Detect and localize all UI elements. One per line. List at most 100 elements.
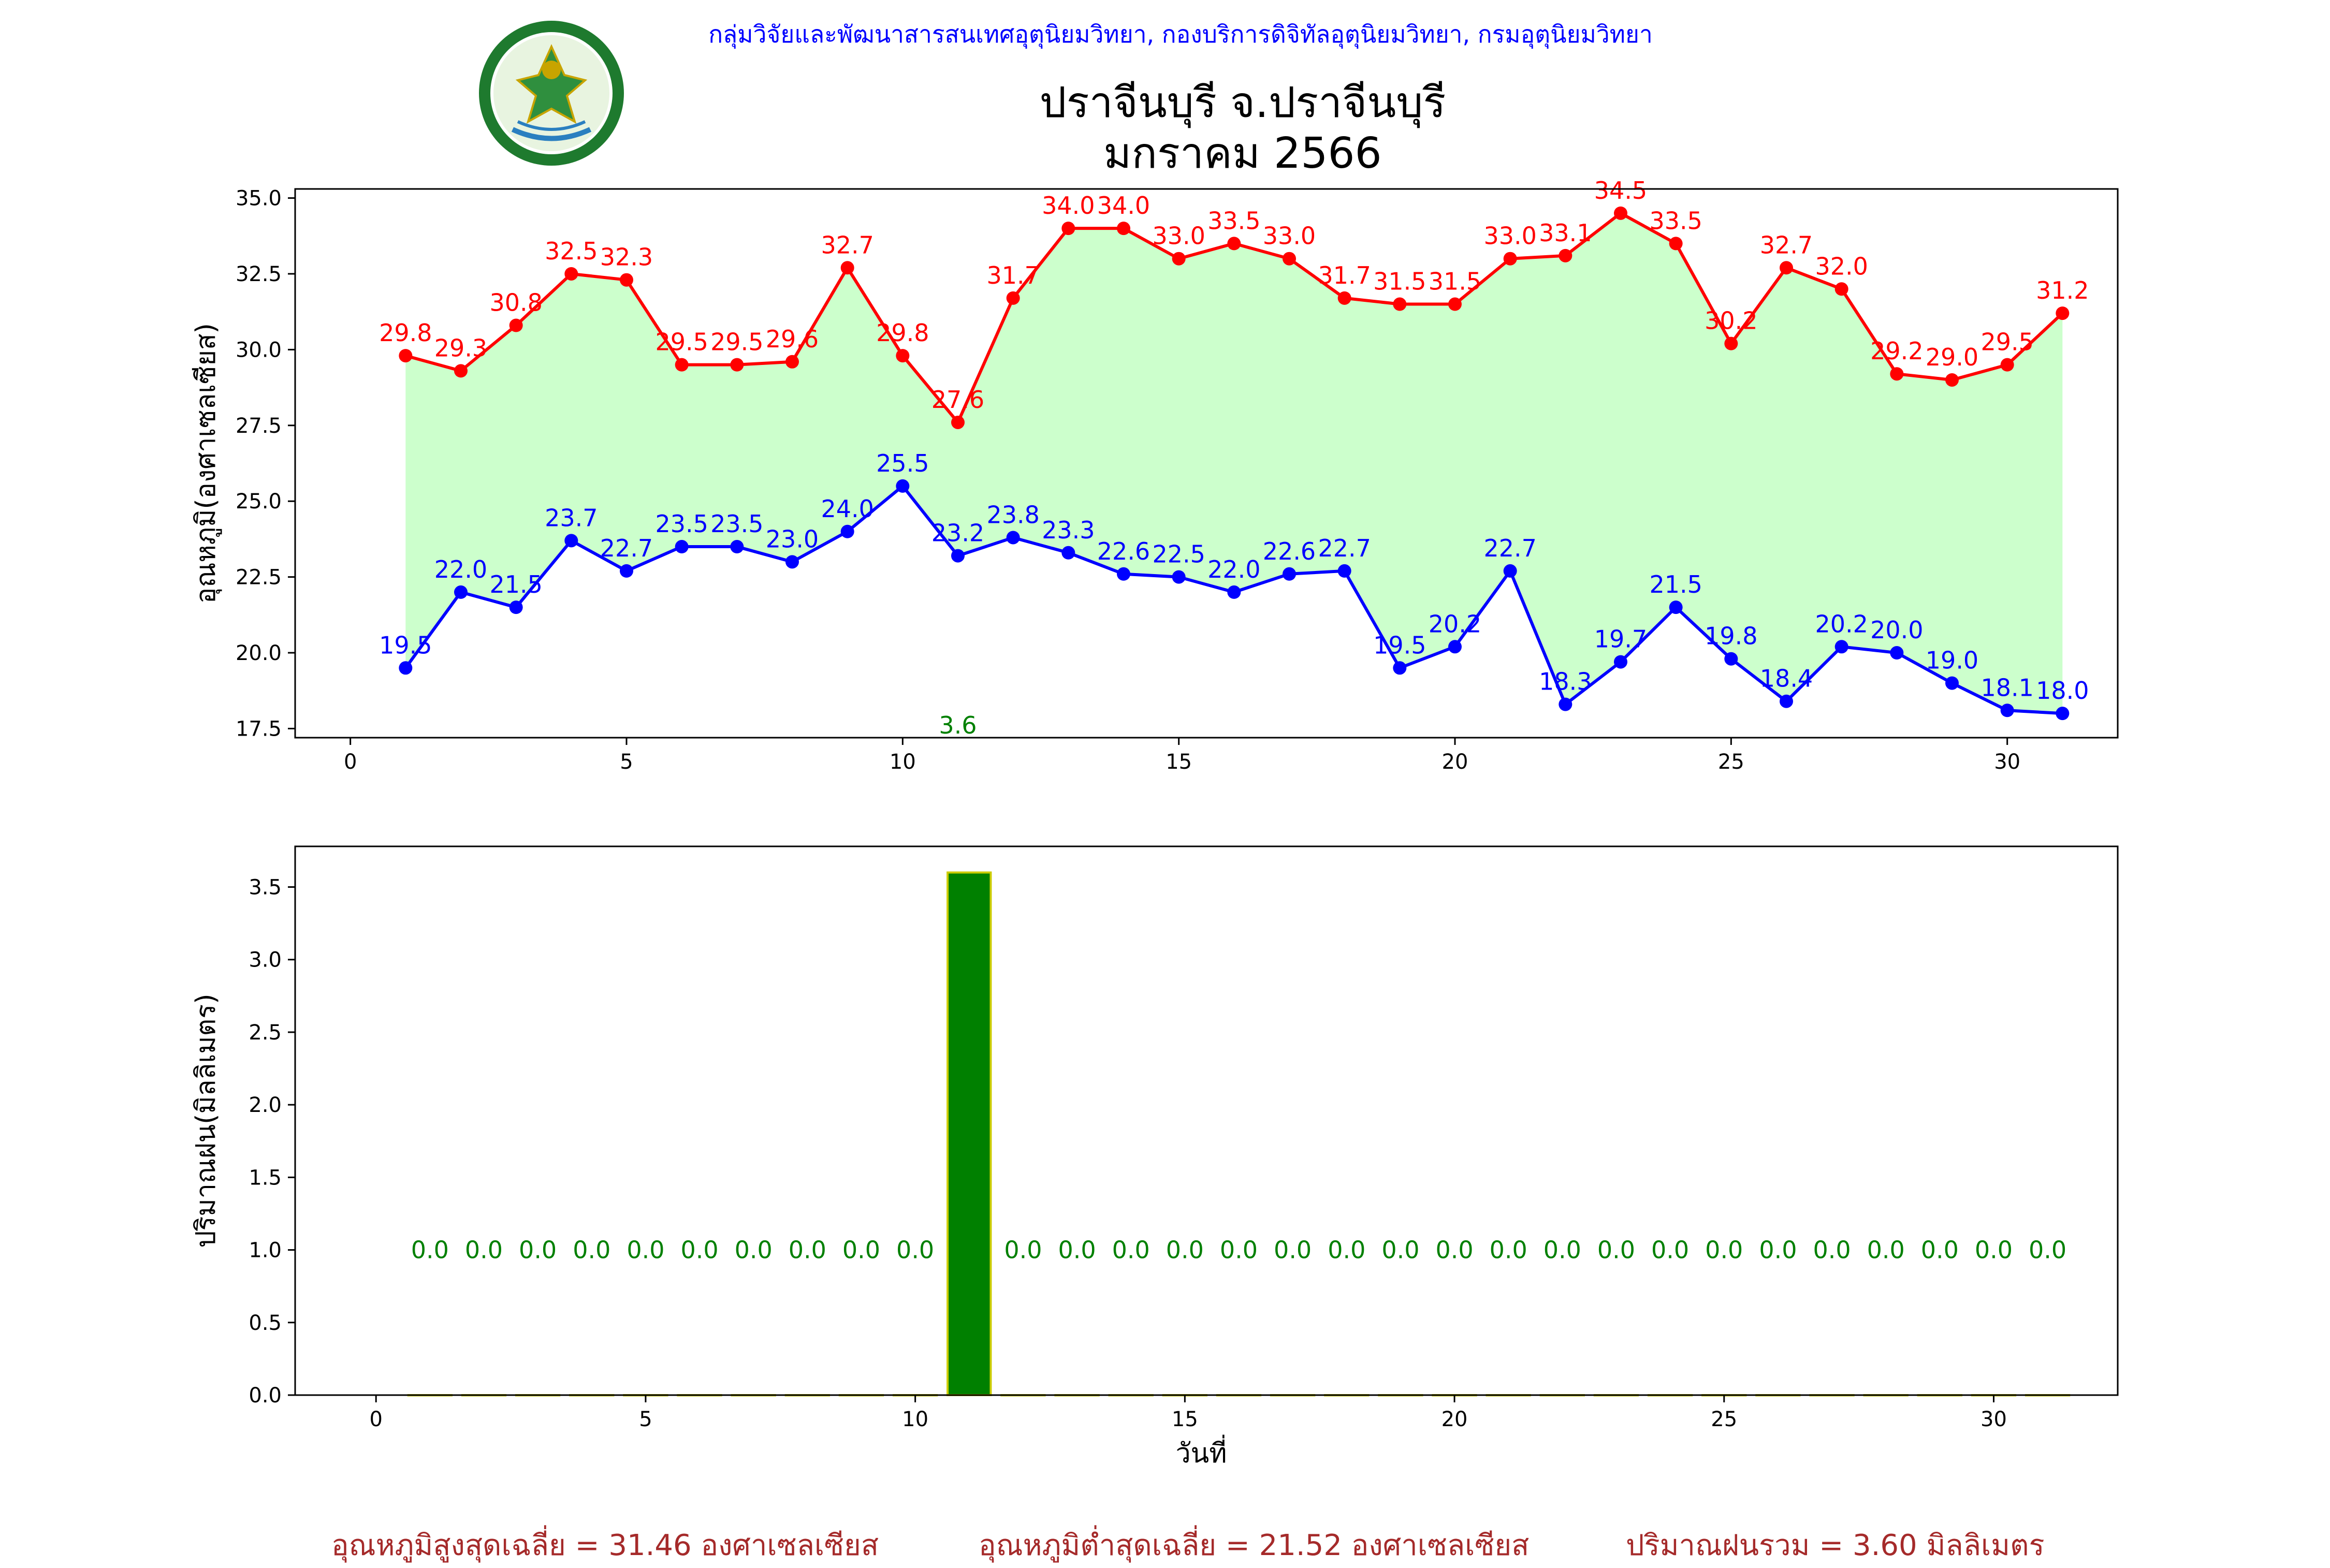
- max-temp-point: [1393, 297, 1407, 311]
- rain-x-tick-label: 25: [1711, 1408, 1737, 1431]
- rain-value-label: 0.0: [1112, 1236, 1150, 1264]
- min-temp-label: 19.8: [1705, 622, 1757, 650]
- rain-value-label: 0.0: [1490, 1236, 1527, 1264]
- min-temp-label: 22.0: [434, 555, 487, 583]
- period-label: มกราคม 2566: [1103, 129, 1382, 178]
- min-temp-label: 22.5: [1152, 540, 1205, 568]
- max-temp-label: 29.5: [710, 328, 763, 356]
- max-temp-point: [1337, 291, 1351, 305]
- max-temp-point: [1061, 222, 1075, 236]
- min-temp-point: [1780, 694, 1793, 708]
- rain-y-tick-label: 2.5: [249, 1021, 282, 1045]
- min-temp-point: [1559, 697, 1572, 711]
- rain-value-label: 0.0: [1597, 1236, 1635, 1264]
- min-temp-point: [1393, 661, 1407, 675]
- max-temp-label: 33.5: [1649, 207, 1702, 235]
- rain-x-tick-label: 5: [639, 1408, 652, 1431]
- max-temp-point: [1834, 282, 1848, 296]
- min-temp-point: [564, 534, 578, 548]
- max-temp-point: [675, 358, 689, 372]
- rain-y-tick-label: 1.5: [249, 1166, 282, 1190]
- max-temp-point: [896, 349, 910, 363]
- min-temp-label: 18.0: [2036, 677, 2089, 705]
- rain-value-label: 0.0: [1435, 1236, 1473, 1264]
- temp-x-tick-label: 15: [1166, 750, 1192, 774]
- rain-y-tick-label: 3.0: [249, 948, 282, 972]
- rain-value-label: 0.0: [1220, 1236, 1258, 1264]
- temp-y-tick-label: 17.5: [236, 717, 282, 741]
- rain-value-label: 0.0: [842, 1236, 880, 1264]
- max-temp-label: 29.3: [434, 334, 487, 362]
- rain-y-tick-label: 2.0: [249, 1093, 282, 1117]
- rain-value-label: 0.0: [519, 1236, 557, 1264]
- min-temp-label: 23.7: [545, 504, 598, 532]
- min-temp-label: 18.3: [1539, 668, 1592, 696]
- rain-value-label: 0.0: [789, 1236, 826, 1264]
- max-temp-label: 33.0: [1263, 222, 1316, 250]
- max-temp-point: [1780, 261, 1793, 275]
- temp-y-tick-label: 27.5: [236, 414, 282, 438]
- max-temp-label: 29.5: [655, 328, 708, 356]
- meteorological-department-logo: [479, 21, 624, 166]
- rain-y-tick-label: 1.0: [249, 1239, 282, 1263]
- max-temp-point: [509, 318, 523, 332]
- min-temp-point: [1172, 570, 1186, 584]
- min-temp-point: [1283, 567, 1296, 581]
- min-temp-point: [1614, 655, 1627, 669]
- rain-value-label: 0.0: [1543, 1236, 1581, 1264]
- rain-value-label: 0.0: [1058, 1236, 1096, 1264]
- rain-axes-frame: [294, 845, 2119, 1396]
- min-temp-label: 21.5: [489, 570, 542, 598]
- min-temp-label: 23.8: [986, 501, 1039, 529]
- temp-axes-frame: [294, 188, 2119, 739]
- max-temp-label: 31.7: [1318, 261, 1371, 289]
- max-temp-label: 33.5: [1207, 207, 1260, 235]
- max-temp-label: 34.5: [1594, 177, 1647, 204]
- rain-value-label: 0.0: [2029, 1236, 2066, 1264]
- max-temp-point: [1006, 291, 1020, 305]
- total-rain-summary: ปริมาณฝนรวม = 3.60 มิลลิเมตร: [1626, 1529, 2045, 1562]
- max-temp-point: [1559, 248, 1572, 262]
- max-temp-point: [1117, 222, 1130, 236]
- min-temp-point: [1669, 600, 1683, 614]
- max-temp-label: 32.0: [1815, 252, 1868, 280]
- min-temp-label: 22.7: [600, 534, 653, 562]
- min-temp-label: 22.6: [1097, 537, 1150, 565]
- rain-value-label: 0.0: [1813, 1236, 1851, 1264]
- rain-value-label: 0.0: [1651, 1236, 1689, 1264]
- min-temp-label: 20.2: [1815, 610, 1868, 638]
- rain-value-label: 0.0: [1274, 1236, 1312, 1264]
- rain-y-tick-label: 0.0: [249, 1384, 282, 1408]
- min-temp-point: [896, 479, 910, 493]
- max-temp-point: [564, 267, 578, 281]
- min-temp-point: [2056, 707, 2070, 721]
- max-temp-label: 31.7: [986, 261, 1039, 289]
- station-name: ปราจีนบุรี จ.ปราจีนบุรี: [1039, 78, 1446, 127]
- temp-range-fill: [405, 213, 2063, 714]
- rain-value-label: 0.0: [1921, 1236, 1959, 1264]
- max-temp-point: [1172, 252, 1186, 266]
- min-temp-label: 19.5: [1373, 631, 1426, 659]
- max-temp-label: 31.5: [1429, 268, 1481, 296]
- rain-x-tick-label: 10: [902, 1408, 928, 1431]
- min-temp-label: 24.0: [821, 495, 873, 523]
- max-temp-label: 32.3: [600, 243, 653, 271]
- max-temp-point: [1724, 336, 1738, 350]
- max-temp-label: 29.6: [766, 325, 819, 353]
- min-temp-label: 22.0: [1207, 555, 1260, 583]
- rain-annotation-label: 3.6: [939, 711, 977, 739]
- rain-value-label: 0.0: [465, 1236, 503, 1264]
- min-temp-label: 23.5: [710, 510, 763, 538]
- max-temp-label: 32.7: [1760, 231, 1813, 259]
- rain-value-label: 0.0: [1328, 1236, 1365, 1264]
- min-temp-point: [1890, 646, 1904, 660]
- rain-value-label: 0.0: [1705, 1236, 1743, 1264]
- max-temp-point: [620, 273, 633, 287]
- min-temp-point: [730, 540, 744, 554]
- min-temp-point: [2000, 704, 2014, 717]
- max-temp-point: [1945, 373, 1959, 387]
- max-temp-label: 31.5: [1373, 268, 1426, 296]
- max-temp-label: 32.7: [821, 231, 873, 259]
- min-temp-label: 20.0: [1870, 616, 1923, 644]
- max-temp-point: [2056, 306, 2070, 320]
